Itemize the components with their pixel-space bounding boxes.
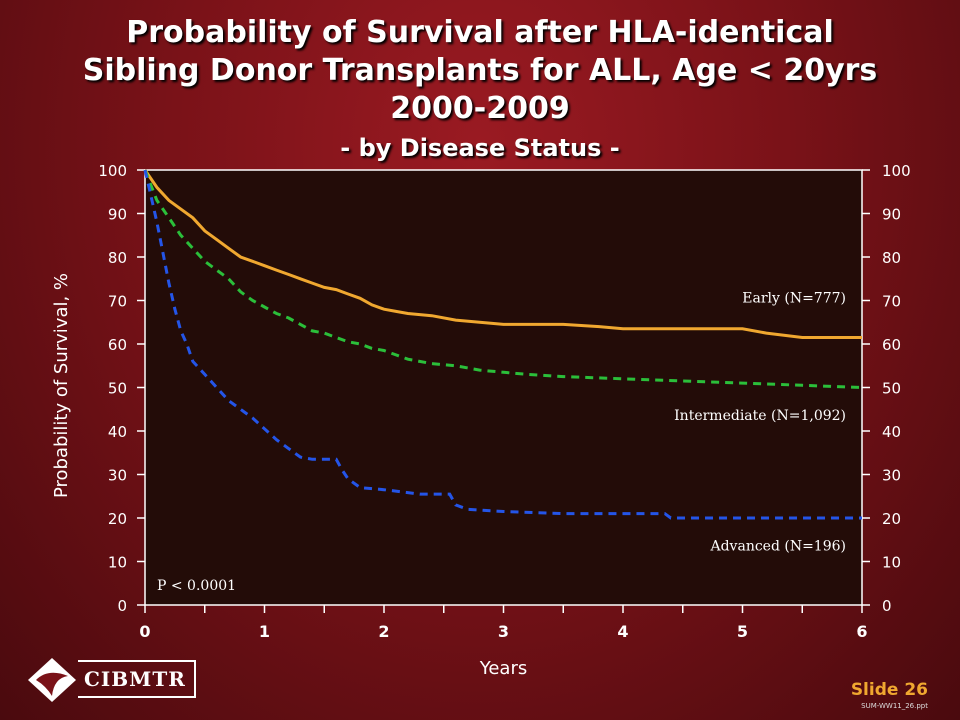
y-tick-label-right: 10 (882, 554, 901, 572)
series-line-1 (143, 169, 863, 389)
y-tick-label-right: 0 (882, 597, 892, 615)
file-id: SUM-WW11_26.ppt (861, 702, 928, 710)
series-line-0 (143, 169, 862, 339)
y-tick-label-left: 80 (108, 249, 127, 267)
plot-area (144, 169, 863, 606)
y-tick-label-left: 20 (108, 510, 127, 528)
y-tick-label-right: 90 (882, 206, 901, 224)
title-line-2: Sibling Donor Transplants for ALL, Age <… (82, 53, 878, 88)
series-label-2: Advanced (N=196) (709, 538, 846, 554)
y-tick-label-right: 30 (882, 467, 901, 485)
x-tick-label: 4 (617, 622, 628, 641)
y-tick-label-right: 100 (882, 162, 911, 180)
y-tick-label-left: 0 (117, 597, 127, 615)
x-tick-label: 5 (737, 622, 748, 641)
y-tick-label-left: 10 (108, 554, 127, 572)
x-tick-label: 0 (139, 622, 150, 641)
logo-emblem-icon (28, 658, 76, 702)
y-tick-label-left: 50 (108, 380, 127, 398)
y-axis-label: Probability of Survival, % (51, 273, 72, 498)
series-line-2 (143, 169, 862, 520)
y-tick-label-right: 80 (882, 249, 901, 267)
logo-text: CIBMTR (78, 660, 196, 698)
x-tick-label: 6 (856, 622, 867, 641)
cibmtr-logo: CIBMTR (28, 656, 198, 704)
y-tick-label-right: 20 (882, 510, 901, 528)
series-label-1: Intermediate (N=1,092) (674, 408, 846, 424)
p-value-annotation: P < 0.0001 (157, 578, 236, 594)
chart-title: Probability of Survival after HLA-identi… (0, 14, 960, 128)
title-line-3: 2000-2009 (390, 91, 570, 126)
y-tick-label-left: 90 (108, 206, 127, 224)
x-tick-label: 1 (259, 622, 270, 641)
y-tick-label-left: 100 (98, 162, 127, 180)
y-tick-label-right: 60 (882, 336, 901, 354)
slide-number: Slide 26 (850, 680, 928, 700)
y-tick-label-right: 70 (882, 293, 901, 311)
x-tick-label: 2 (378, 622, 389, 641)
chart-subtitle: - by Disease Status - (340, 134, 620, 162)
y-tick-label-left: 70 (108, 293, 127, 311)
y-tick-label-right: 50 (882, 380, 901, 398)
series-label-0: Early (N=777) (742, 291, 846, 307)
x-tick-label: 3 (498, 622, 509, 641)
y-tick-label-left: 40 (108, 423, 127, 441)
y-tick-label-left: 60 (108, 336, 127, 354)
x-axis-label: Years (479, 658, 528, 679)
y-tick-label-right: 40 (882, 423, 901, 441)
y-tick-label-left: 30 (108, 467, 127, 485)
title-line-1: Probability of Survival after HLA-identi… (126, 15, 834, 50)
